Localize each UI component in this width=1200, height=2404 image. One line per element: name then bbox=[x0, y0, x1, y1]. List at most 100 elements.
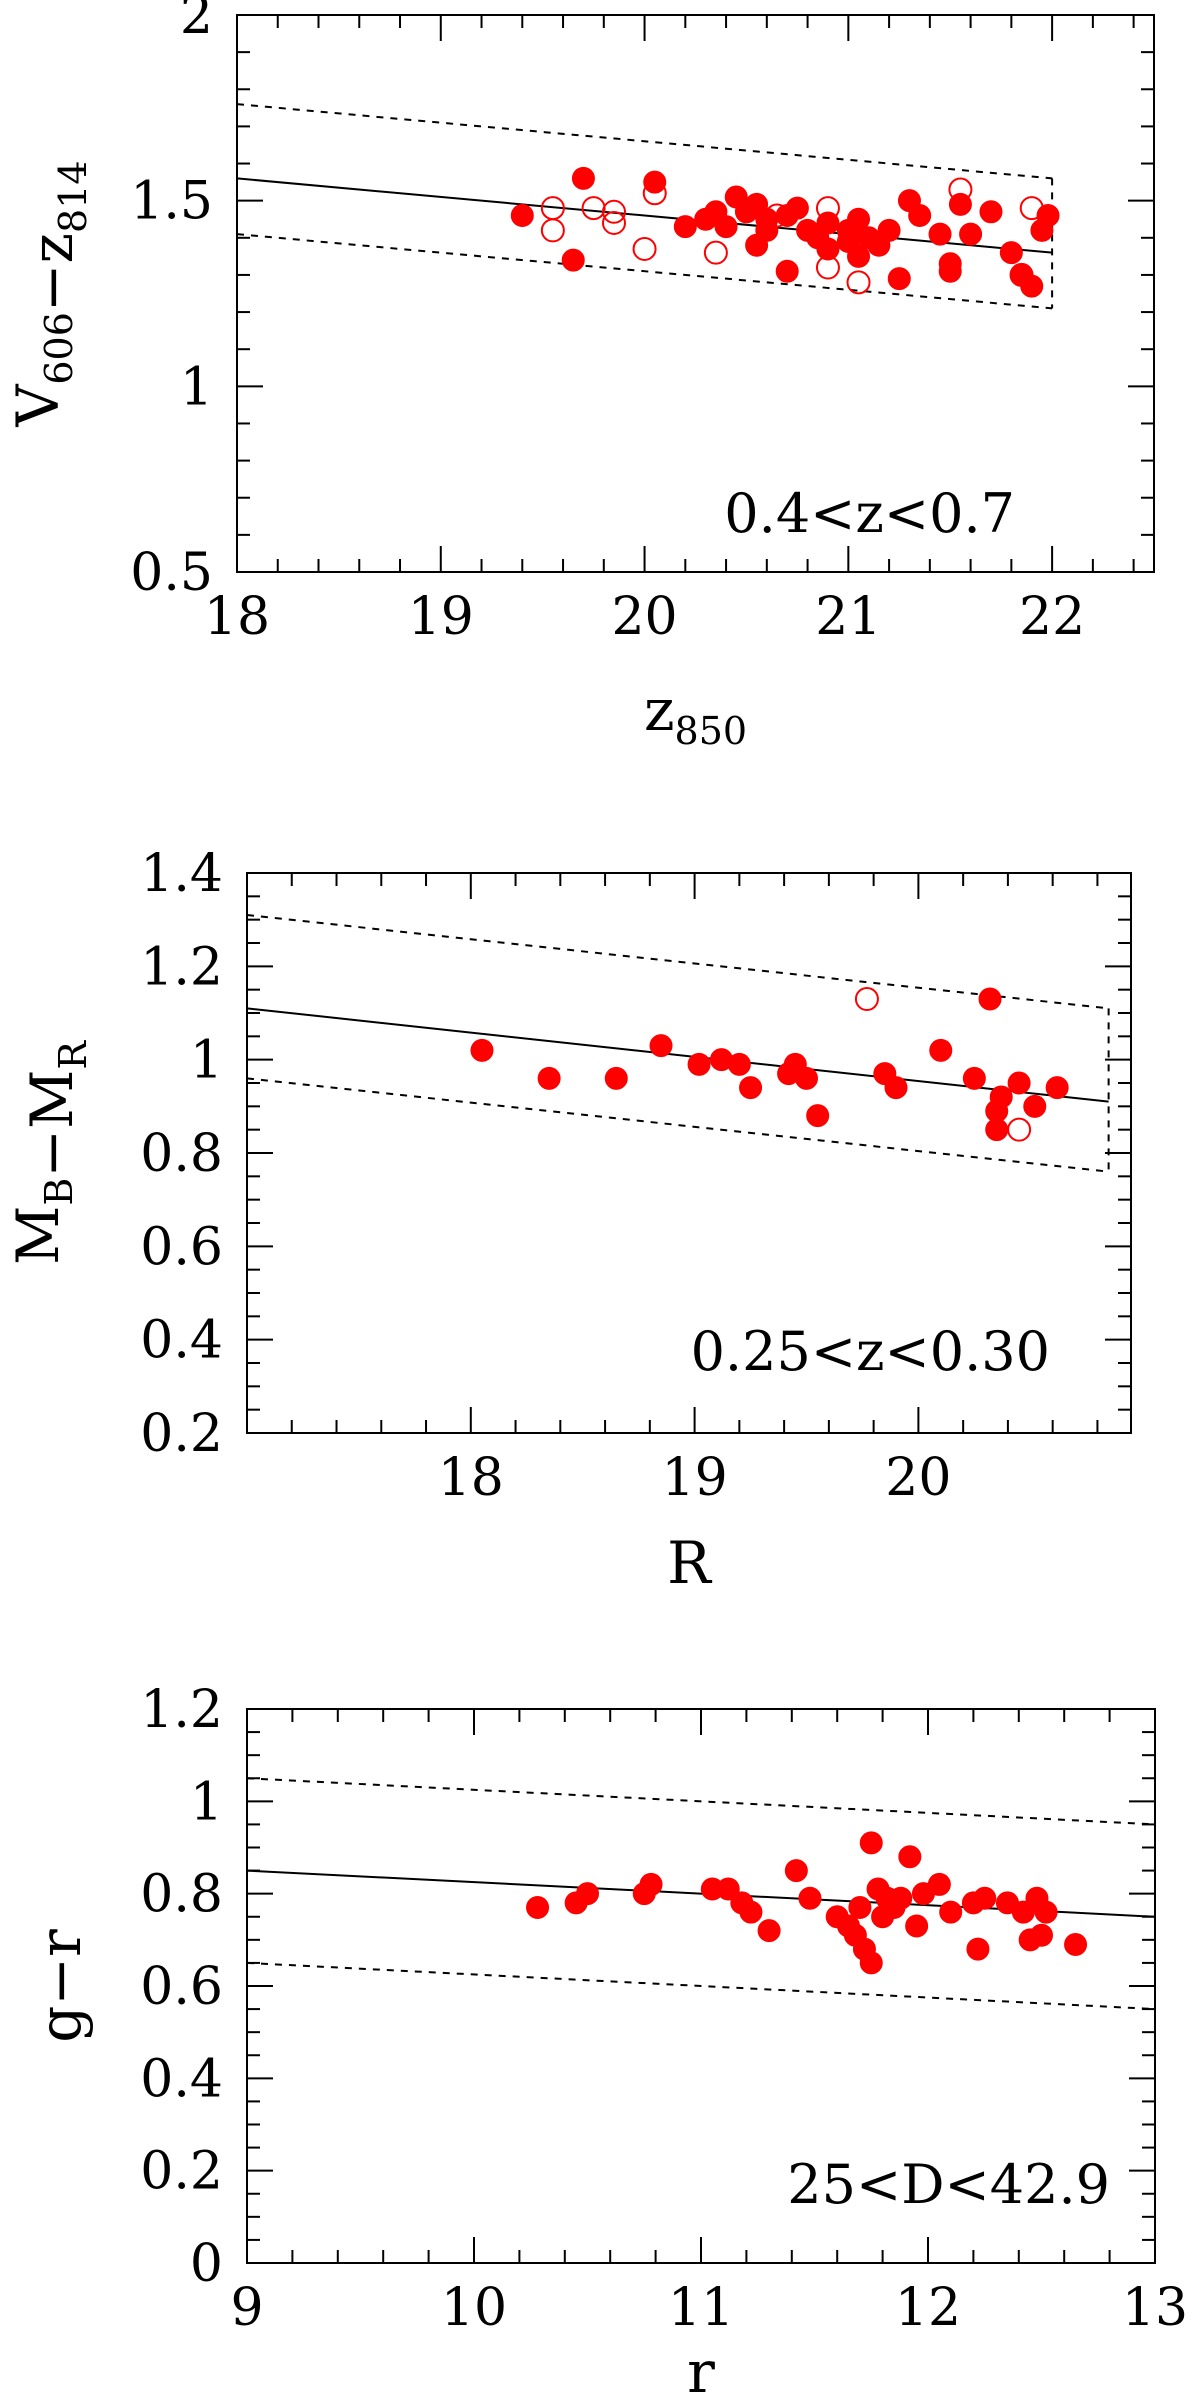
panel-3-envelope-upper bbox=[246, 1777, 1156, 1826]
panel-2-fit-line bbox=[246, 1007, 1109, 1103]
panel-3-ytick-label: 0 bbox=[190, 2234, 223, 2294]
panel-2-ytick-label: 0.4 bbox=[140, 1311, 223, 1371]
panel-2-point-filled bbox=[794, 1066, 818, 1090]
panel-2-point-filled bbox=[1023, 1094, 1047, 1118]
panel-3-xtick-label: 12 bbox=[895, 2278, 961, 2338]
panel-3-point-filled bbox=[1011, 1900, 1035, 1924]
panel-2-point-filled bbox=[537, 1066, 561, 1090]
panel-2-ytick-label: 0.2 bbox=[140, 1404, 223, 1464]
panel-1-ytick-label: 2 bbox=[180, 0, 213, 46]
panel-3-point-filled bbox=[526, 1896, 550, 1920]
panel-1-point-filled bbox=[816, 237, 840, 261]
panel-1-annotation: 0.4<z<0.7 bbox=[724, 482, 1015, 545]
panel-2-annotation: 0.25<z<0.30 bbox=[691, 1320, 1050, 1383]
panel-1-xlabel: z850 bbox=[644, 676, 747, 753]
panel-1-point-open bbox=[1009, 262, 1034, 287]
panel-3-point-filled bbox=[576, 1882, 599, 1906]
panel-3-point-filled bbox=[966, 1937, 990, 1961]
panel-2-point-filled bbox=[985, 1118, 1009, 1142]
panel-3-xtick-label: 10 bbox=[441, 2278, 507, 2338]
panel-1-point-filled bbox=[510, 204, 534, 228]
panel-1-ytick-label: 1 bbox=[180, 357, 213, 417]
panel-2-ytick-label: 1.2 bbox=[140, 937, 223, 997]
panel-2-point-open bbox=[1007, 1117, 1032, 1142]
panel-1-point-filled bbox=[959, 222, 983, 246]
panel-2-ytick-label: 1.4 bbox=[140, 844, 223, 904]
panel-2-xtick-label: 19 bbox=[662, 1448, 728, 1508]
panel-3-point-filled bbox=[739, 1900, 763, 1924]
panel-1-point-filled bbox=[938, 259, 962, 283]
panel-1-point-filled bbox=[785, 196, 809, 220]
panel-1-point-filled bbox=[928, 222, 952, 246]
panel-1-ytick-label: 1.5 bbox=[130, 172, 213, 232]
panel-2-ytick-label: 1 bbox=[190, 1031, 223, 1091]
panel-1-point-open bbox=[815, 196, 840, 221]
panel-1-point-filled bbox=[908, 204, 932, 228]
panel-1-point-open bbox=[948, 177, 973, 202]
panel-1-point-filled bbox=[571, 166, 595, 190]
panel-2-ylabel: MB−MR bbox=[4, 1040, 95, 1265]
panel-1-ytick-label: 0.5 bbox=[130, 543, 213, 603]
panel-3-point-filled bbox=[784, 1859, 808, 1883]
panel-2-xtick-label: 20 bbox=[885, 1448, 951, 1508]
panel-2-point-filled bbox=[727, 1052, 751, 1076]
panel-3-envelope-lower bbox=[246, 1961, 1156, 2011]
panel-3-point-filled bbox=[898, 1845, 922, 1869]
panel-3-ytick-label: 0.2 bbox=[140, 2142, 223, 2202]
panel-1-point-filled bbox=[561, 248, 585, 272]
panel-1-point-open bbox=[601, 199, 626, 224]
panel-1-point-filled bbox=[836, 230, 860, 254]
panel-3: 25<D<42.9 9 10 11 12 13 0 0.2 0.4 0.6 0.8 1 1.2 r g−r bbox=[26, 1680, 1188, 2404]
panel-1-point-filled bbox=[999, 241, 1023, 265]
panel-2-ytick-label: 0.6 bbox=[140, 1217, 223, 1277]
panel-1-point-filled bbox=[673, 215, 697, 239]
panel-1-envelope-upper bbox=[236, 103, 1053, 180]
panel-1-xtick-label: 20 bbox=[611, 587, 677, 647]
panel-2-ytick-label: 0.8 bbox=[140, 1124, 223, 1184]
panel-3-point-filled bbox=[716, 1877, 740, 1901]
panel-1-point-open bbox=[540, 218, 565, 243]
panel-1-xtick-label: 19 bbox=[408, 587, 474, 647]
panel-2-point-filled bbox=[929, 1038, 953, 1062]
panel-1-point-filled bbox=[745, 233, 769, 257]
panel-1-point-open bbox=[703, 240, 728, 265]
panel-3-xlabel: r bbox=[687, 2338, 715, 2404]
panel-1-envelope-lower bbox=[236, 233, 1053, 310]
panel-3-point-filled bbox=[939, 1900, 963, 1924]
panel-1-point-open bbox=[632, 236, 657, 261]
panel-1-point-open bbox=[601, 210, 626, 235]
panel-3-point-filled bbox=[927, 1872, 951, 1896]
panel-3-point-filled bbox=[1034, 1900, 1058, 1924]
panel-2-point-filled bbox=[649, 1034, 673, 1058]
panel-3-point-filled bbox=[1030, 1923, 1053, 1947]
panel-3-ytick-label: 0.4 bbox=[140, 2049, 223, 2109]
panel-1-frame bbox=[236, 14, 1155, 573]
panel-3-point-filled bbox=[848, 1896, 872, 1920]
panel-3-annotation: 25<D<42.9 bbox=[787, 2153, 1110, 2216]
panel-3-point-filled bbox=[973, 1886, 997, 1910]
panel-3-point-filled bbox=[639, 1872, 663, 1896]
panel-2-xlabel: R bbox=[667, 1529, 713, 1597]
panel-1: 0.4<z<0.7 18 19 20 21 22 0.5 1 1.5 2 z850 V606−z81… bbox=[4, 0, 1155, 753]
panel-3-point-filled bbox=[889, 1886, 913, 1910]
panel-2-point-filled bbox=[989, 1085, 1013, 1109]
panel-2-point-filled bbox=[884, 1076, 908, 1100]
panel-2-point-filled bbox=[1045, 1076, 1069, 1100]
panel-2-xtick-label: 18 bbox=[438, 1448, 504, 1508]
panel-2-point-filled bbox=[739, 1076, 763, 1100]
panel-3-ytick-label: 0.8 bbox=[140, 1865, 223, 1925]
panel-2-point-open bbox=[854, 987, 879, 1011]
panel-2-point-filled bbox=[806, 1104, 830, 1128]
panel-3-xtick-label: 9 bbox=[230, 2278, 263, 2338]
panel-3-point-filled bbox=[859, 1951, 883, 1975]
panel-2-envelope-lower bbox=[246, 1077, 1109, 1173]
panel-2: 0.25<z<0.30 18 19 20 0.2 0.4 0.6 0.8 1 1.2 1.4 R MB… bbox=[4, 844, 1132, 1597]
panel-1-point-filled bbox=[979, 200, 1003, 224]
panel-2-point-filled bbox=[962, 1066, 986, 1090]
panel-3-xtick-label: 11 bbox=[668, 2278, 734, 2338]
panel-1-point-filled bbox=[775, 259, 799, 283]
panel-1-point-filled bbox=[887, 267, 911, 291]
panel-1-point-open bbox=[846, 270, 871, 295]
panel-1-point-open bbox=[1019, 196, 1044, 221]
